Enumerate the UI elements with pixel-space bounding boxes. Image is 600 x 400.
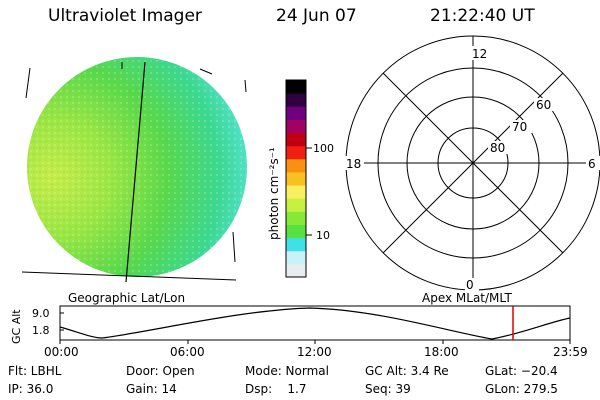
time-tick-label: 23:59 (553, 345, 588, 359)
lat-label-70: 70 (512, 120, 527, 134)
right-panel-caption: Apex MLat/MLT (422, 291, 512, 305)
colorbar-cell (286, 93, 306, 107)
mlt-label-12: 12 (472, 47, 487, 61)
time-tick-label: 00:00 (44, 345, 79, 359)
colorbar-cell (286, 158, 306, 173)
time-tick-label: 06:00 (170, 345, 205, 359)
colorbar-cell (286, 171, 306, 186)
colorbar-cell (286, 237, 306, 252)
colorbar-tick-label: 10 (316, 229, 330, 242)
status-door: Door: Open (126, 364, 195, 378)
colorbar-cell (286, 250, 306, 265)
time-label: 21:22:40 UT (430, 6, 535, 26)
colorbar-cell (286, 263, 306, 278)
outline-fragment (199, 68, 213, 75)
colorbar-cell (286, 224, 306, 239)
mlt-label-0: 0 (466, 278, 474, 292)
left-panel-caption: Geographic Lat/Lon (68, 291, 186, 305)
colorbar-cell (286, 119, 306, 134)
time-tick-label: 18:00 (424, 345, 459, 359)
status-ip: IP: 36.0 (8, 382, 54, 396)
status-glon: GLon: 279.5 (485, 382, 558, 396)
outline-fragment (21, 271, 237, 281)
mlt-label-6: 6 (588, 157, 596, 171)
status-gain: Gain: 14 (126, 382, 177, 396)
outline-fragment (244, 79, 247, 93)
status-dsp: Dsp: 1.7 (245, 382, 307, 396)
status-gc-alt: GC Alt: 3.4 Re (365, 364, 449, 378)
outline-fragment (25, 67, 31, 99)
date-label: 24 Jun 07 (276, 6, 357, 26)
colorbar-cell (286, 132, 306, 147)
altitude-curve (59, 307, 571, 340)
outline-fragment (232, 231, 236, 263)
colorbar-cell (286, 80, 306, 94)
status-flt: Flt: LBHL (8, 364, 62, 378)
altitude-ylabel: GC Alt (10, 309, 23, 344)
colorbar-cell (286, 106, 306, 120)
lat-label-80: 80 (490, 141, 505, 155)
colorbar-cell (286, 185, 306, 199)
longitude-line (125, 61, 146, 283)
status-seq: Seq: 39 (365, 382, 411, 396)
colorbar-tick-label: 100 (313, 142, 334, 155)
lat-label-60: 60 (536, 98, 551, 112)
colorbar-cell (286, 145, 306, 160)
status-glat: GLat: −20.4 (485, 364, 558, 378)
colorbar-unit-label: photon cm⁻²s⁻¹ (267, 147, 281, 240)
colorbar-cell (286, 198, 306, 212)
time-tick-label: 12:00 (297, 345, 332, 359)
colorbar-cell (286, 211, 306, 225)
altitude-ytick-max: 9.0 (32, 307, 50, 320)
altitude-ytick-min: 1.8 (32, 324, 50, 337)
mlt-label-18: 18 (346, 157, 361, 171)
earth-disk-texture (27, 57, 247, 277)
instrument-title: Ultraviolet Imager (48, 6, 202, 26)
status-mode: Mode: Normal (245, 364, 329, 378)
